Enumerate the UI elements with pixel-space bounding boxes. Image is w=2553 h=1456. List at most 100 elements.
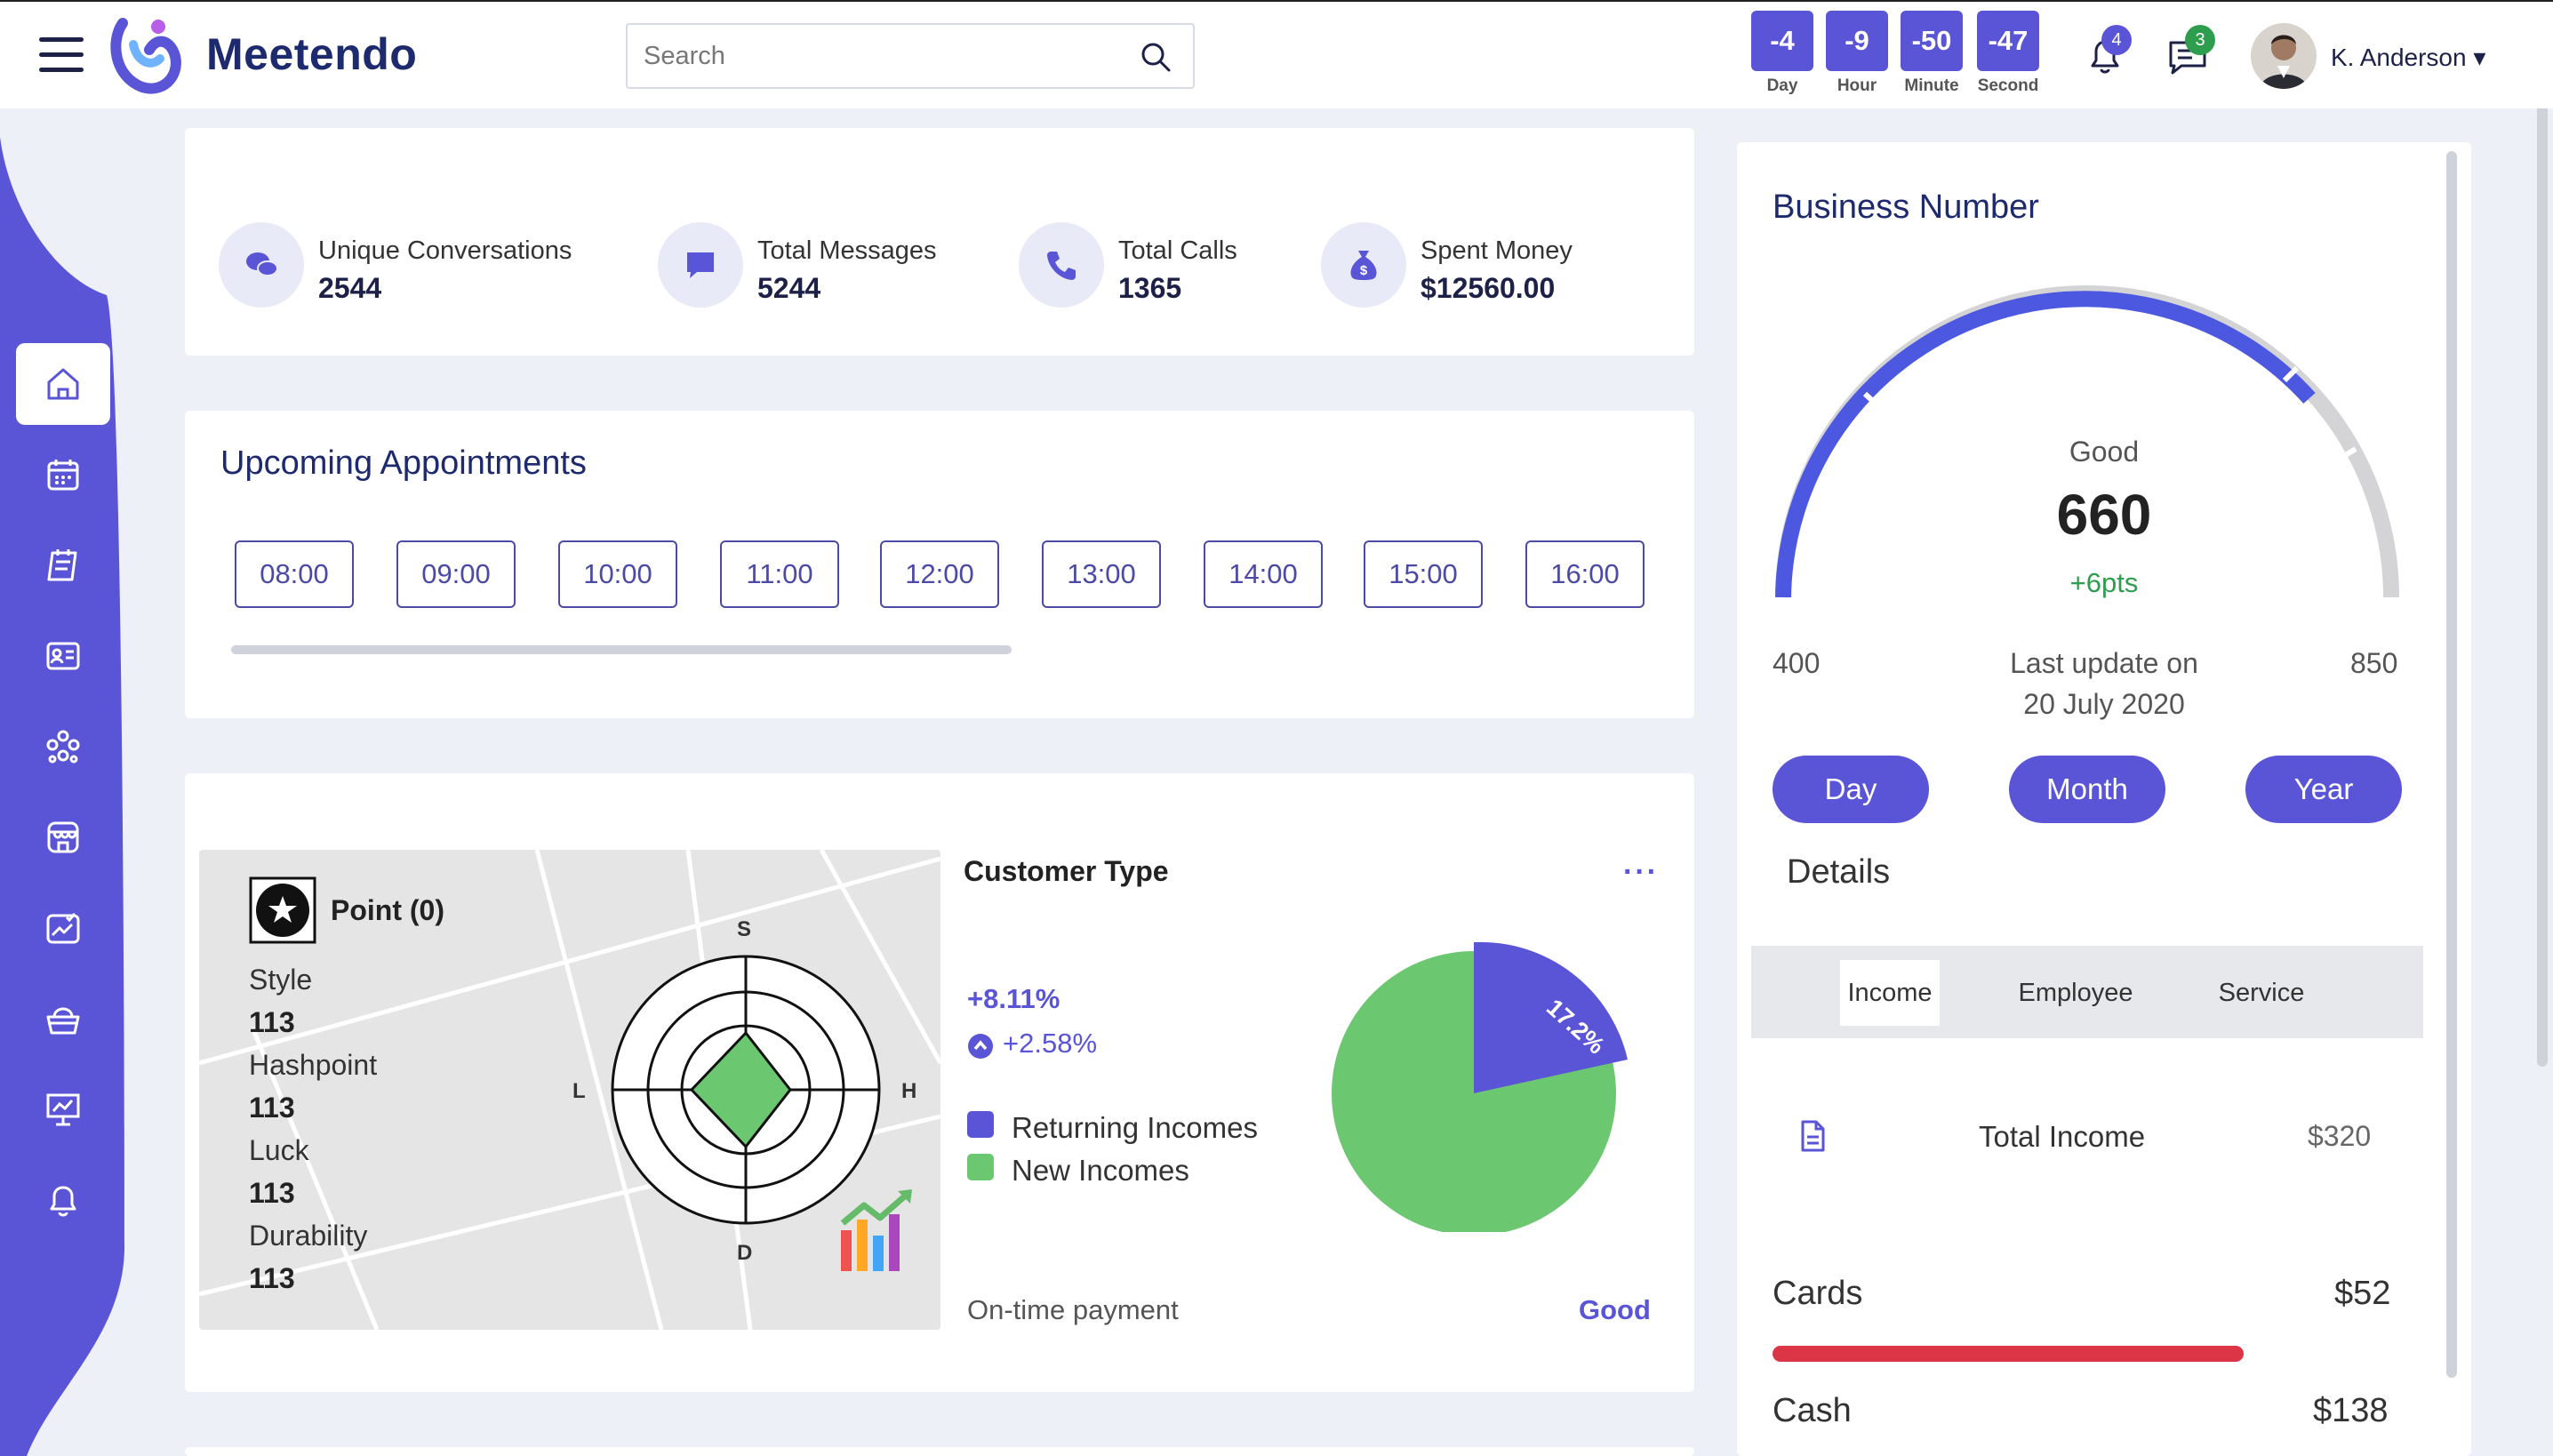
change-main: +8.11% [967,983,1060,1014]
business-card-scrollbar[interactable] [2446,151,2457,1378]
calendar-icon [47,460,79,491]
attr-label: Durability [249,1220,368,1252]
tab-service[interactable]: Service [2218,979,2305,1007]
money-bag-icon: $ [1350,251,1377,280]
page-scrollbar[interactable] [2537,98,2548,1067]
legend-new-incomes: New Incomes [1012,1154,1189,1187]
messages-badge: 3 [2185,25,2215,55]
nav-store[interactable] [16,796,110,878]
nav-basket[interactable] [16,978,110,1060]
nav-calendar[interactable] [16,434,110,516]
phone-icon [1047,252,1076,280]
sidebar [0,108,160,1456]
customer-type-title: Customer Type [964,855,1169,887]
nav-notes[interactable] [16,524,110,606]
gauge-min: 400 [1773,647,1821,679]
total-income-label: Total Income [1979,1120,2146,1153]
countdown-day: -4 Day [1751,11,1813,96]
score-gauge [1775,285,2399,598]
last-update-date: 20 July 2020 [2023,688,2185,720]
appointments-title: Upcoming Appointments [220,444,587,482]
countdown-hour: -9 Hour [1826,11,1888,96]
attr-value: 113 [249,1092,295,1124]
sidebar-background [0,137,124,1456]
legend-swatch-returning [967,1111,994,1138]
message-icon [687,252,714,278]
period-year-button[interactable]: Year [2245,756,2402,823]
appointment-slot[interactable]: 11:00 [720,540,839,608]
appointment-slot[interactable]: 14:00 [1204,540,1323,608]
more-options-icon[interactable]: ··· [1623,855,1659,889]
search-icon[interactable] [1140,41,1172,73]
period-month-button[interactable]: Month [2009,756,2165,823]
attr-value: 113 [249,1177,295,1209]
growth-chart-icon [840,1189,912,1271]
search-box [626,23,1195,89]
score-rating: Good [2069,436,2140,468]
radar-label-bottom: D [737,1241,753,1265]
attr-value: 113 [249,1006,295,1038]
menu-toggle-icon[interactable] [39,37,84,73]
radar-label-top: S [737,917,752,941]
legend-swatch-new [967,1154,994,1180]
bell-icon [50,1186,76,1217]
nav-team[interactable] [16,706,110,788]
on-time-payment-status: Good [1579,1294,1651,1325]
appointments-card: Upcoming Appointments 08:00 09:00 10:00 … [185,411,1694,718]
countdown-minute: -50 Minute [1901,11,1963,96]
nav-presentation[interactable] [16,1068,110,1150]
nav-tasks[interactable] [16,887,110,969]
details-tabs: Income Employee Service [1751,946,2423,1038]
total-income-value: $320 [2308,1120,2372,1152]
score-value: 660 [2056,483,2152,547]
chat-bubbles-icon [246,252,278,276]
radar-label-right: H [901,1079,917,1103]
appointment-slot[interactable]: 12:00 [880,540,999,608]
cash-label: Cash [1773,1392,1852,1429]
chevron-up-circle-icon [968,1034,993,1059]
appointment-slot[interactable]: 15:00 [1364,540,1483,608]
attr-value: 113 [249,1262,295,1294]
business-number-title: Business Number [1773,188,2039,226]
notifications-badge: 4 [2101,25,2132,55]
tab-income[interactable]: Income [1840,960,1940,1026]
details-title: Details [1787,853,1891,891]
point-panel: Point (0) Style 113 Hashpoint 113 Luck 1… [199,850,940,1330]
change-sub: +2.58% [1003,1028,1098,1059]
team-icon [46,730,80,764]
presentation-icon [46,1093,80,1126]
search-input[interactable] [628,25,1108,87]
customer-pie-chart: 17.2% [1332,941,1628,1232]
legend-returning-incomes: Returning Incomes [1012,1111,1258,1144]
tab-employee[interactable]: Employee [2018,979,2133,1007]
attr-label: Style [249,964,313,996]
nav-home[interactable] [16,343,110,425]
period-day-button[interactable]: Day [1773,756,1929,823]
appointment-slot[interactable]: 10:00 [558,540,677,608]
score-delta: +6pts [2069,567,2139,598]
store-icon [47,821,79,853]
attr-label: Hashpoint [249,1049,378,1081]
cards-progress-bar [1773,1346,2244,1362]
home-icon [47,368,79,400]
appointment-slot[interactable]: 09:00 [396,540,516,608]
cash-value: $138 [2313,1392,2389,1429]
business-number-card: Business Number Good 660 +6pts 400 850 L… [1737,142,2471,1456]
next-card [185,1447,1694,1456]
basket-icon [46,1007,80,1035]
svg-text:$: $ [1360,263,1368,278]
app-logo [110,18,181,94]
document-icon [1801,1120,1825,1152]
appointments-scrollbar[interactable] [231,645,1012,654]
point-title: Point (0) [331,894,444,926]
user-avatar[interactable] [2251,23,2317,89]
nav-contacts[interactable] [16,615,110,697]
stats-card: Unique Conversations 2544 Total Messages… [185,128,1694,356]
appointment-slot[interactable]: 13:00 [1042,540,1161,608]
appointment-slot[interactable]: 16:00 [1525,540,1645,608]
tasks-chart-icon [46,913,80,944]
nav-notifications[interactable] [16,1159,110,1241]
user-name-dropdown[interactable]: K. Anderson ▾ [2331,44,2486,71]
appointment-slot[interactable]: 08:00 [235,540,354,608]
